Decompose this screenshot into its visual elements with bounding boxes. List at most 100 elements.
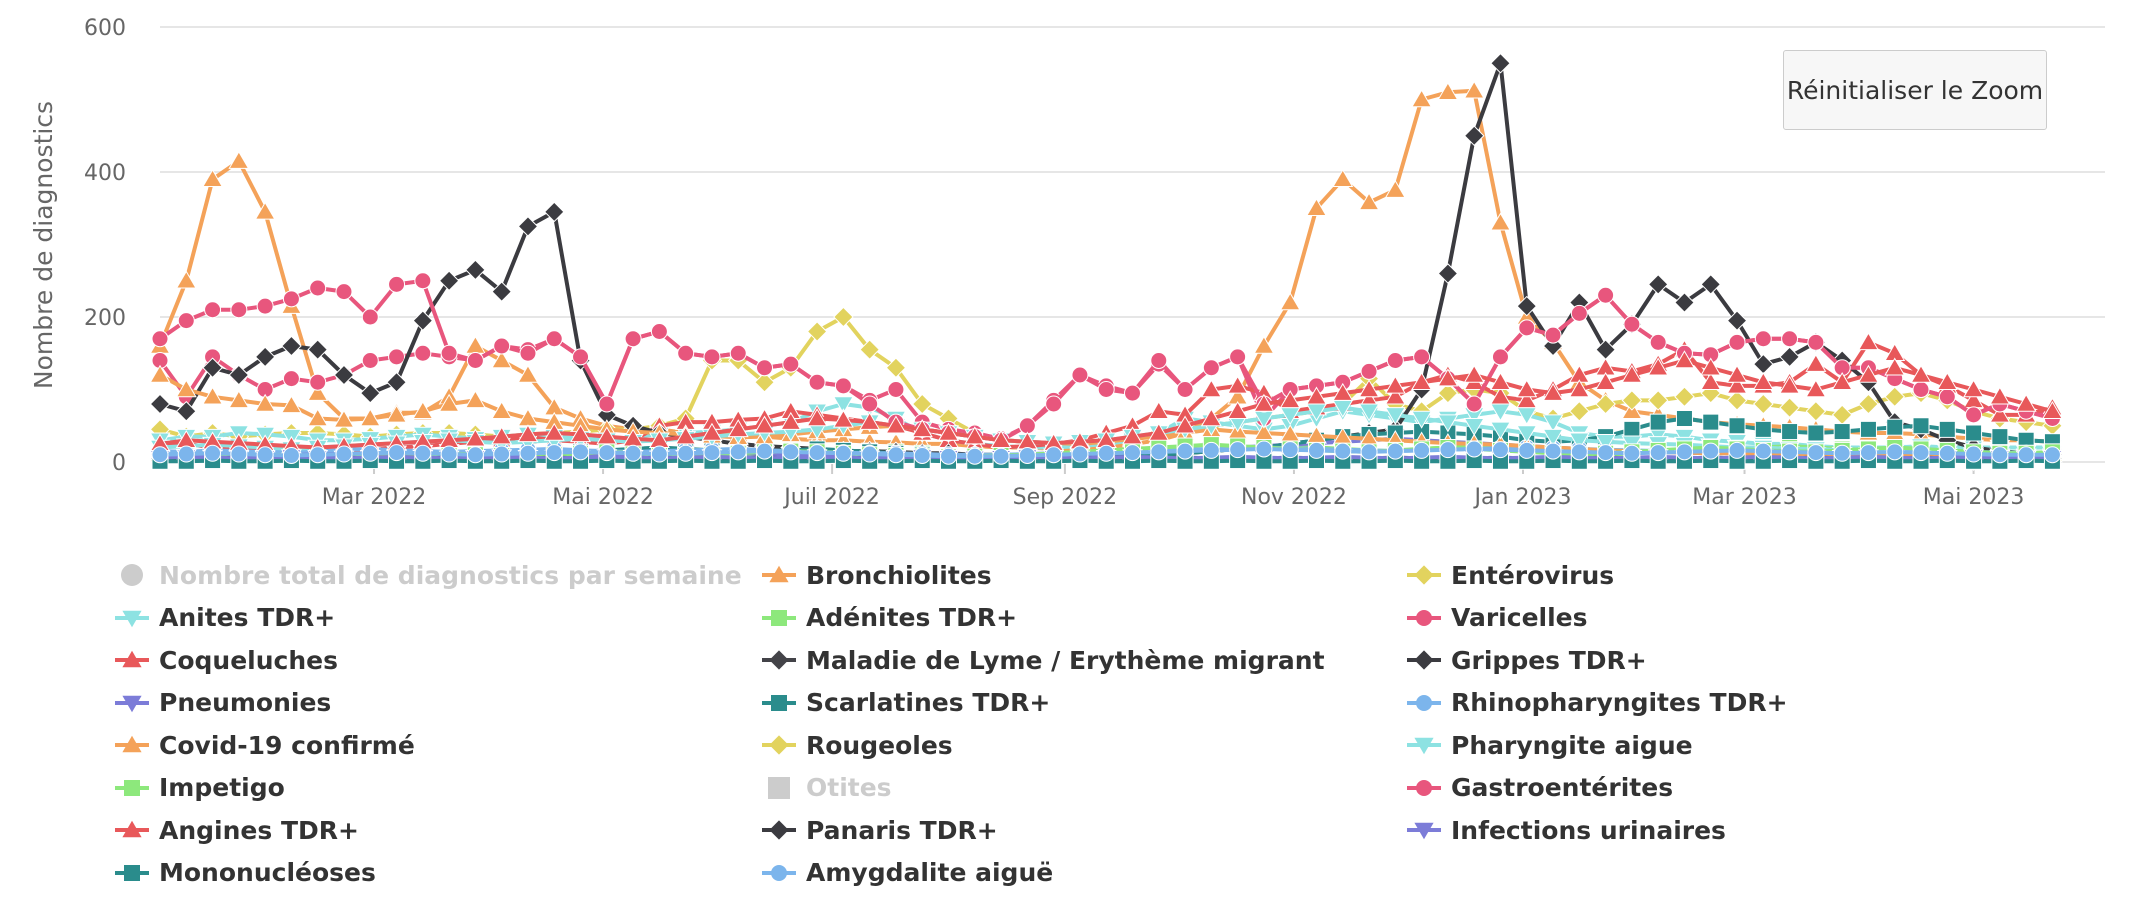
data-point[interactable] <box>1516 425 1538 444</box>
data-point[interactable] <box>1229 348 1247 366</box>
data-point[interactable] <box>834 377 852 395</box>
data-point[interactable] <box>175 379 197 398</box>
data-point[interactable] <box>1463 125 1485 147</box>
data-point[interactable] <box>1384 407 1406 426</box>
data-point[interactable] <box>756 359 774 377</box>
data-point[interactable] <box>1886 443 1904 461</box>
data-point[interactable] <box>228 150 250 169</box>
data-point[interactable] <box>1753 353 1774 375</box>
data-point[interactable] <box>1411 372 1433 390</box>
data-point[interactable] <box>282 370 300 388</box>
data-point[interactable] <box>228 390 250 409</box>
data-point[interactable] <box>1728 441 1746 459</box>
data-point[interactable] <box>1674 292 1695 313</box>
data-point[interactable] <box>282 446 300 464</box>
data-point[interactable] <box>464 428 486 447</box>
data-point[interactable] <box>1463 364 1485 383</box>
data-point[interactable] <box>177 312 195 330</box>
data-point[interactable] <box>1568 379 1590 398</box>
data-point[interactable] <box>2043 446 2061 464</box>
data-point[interactable] <box>938 422 959 441</box>
data-point[interactable] <box>1779 375 1801 394</box>
data-point[interactable] <box>1833 423 1851 441</box>
legend-item[interactable]: Panaris TDR+ <box>760 810 998 850</box>
data-point[interactable] <box>545 444 563 462</box>
data-point[interactable] <box>1439 441 1457 459</box>
data-point[interactable] <box>1411 89 1433 108</box>
data-point[interactable] <box>1360 443 1378 461</box>
data-point[interactable] <box>1807 444 1825 462</box>
data-point[interactable] <box>1463 418 1485 436</box>
data-point[interactable] <box>1621 390 1643 411</box>
data-point[interactable] <box>1673 350 1695 369</box>
data-point[interactable] <box>1200 408 1222 427</box>
data-point[interactable] <box>361 308 379 326</box>
data-point[interactable] <box>256 446 274 464</box>
data-point[interactable] <box>808 373 826 391</box>
data-point[interactable] <box>543 422 565 441</box>
data-point[interactable] <box>1174 415 1196 434</box>
data-point[interactable] <box>309 279 327 297</box>
data-point[interactable] <box>911 393 933 415</box>
data-point[interactable] <box>149 364 171 383</box>
data-point[interactable] <box>1989 386 2011 405</box>
data-point[interactable] <box>1779 397 1800 418</box>
data-point[interactable] <box>1516 379 1538 398</box>
data-point[interactable] <box>1332 382 1354 401</box>
data-point[interactable] <box>1122 426 1143 445</box>
legend-item[interactable]: Mononucléoses <box>113 853 376 893</box>
legend-item[interactable]: Rhinopharyngites TDR+ <box>1405 683 1788 723</box>
data-point[interactable] <box>701 422 723 441</box>
data-point[interactable] <box>1965 424 1983 442</box>
data-point[interactable] <box>1597 286 1615 304</box>
data-point[interactable] <box>333 409 355 428</box>
data-point[interactable] <box>1227 375 1249 394</box>
legend-item[interactable]: Impetigo <box>113 768 285 808</box>
legend-item[interactable]: Covid-19 confirmé <box>113 725 415 765</box>
data-point[interactable] <box>1700 372 1722 390</box>
data-point[interactable] <box>624 330 642 348</box>
data-point[interactable] <box>1227 401 1249 419</box>
legend-item[interactable]: Adénites TDR+ <box>760 598 1017 638</box>
data-point[interactable] <box>1623 420 1641 438</box>
data-point[interactable] <box>1516 295 1538 317</box>
data-point[interactable] <box>1255 440 1273 458</box>
data-point[interactable] <box>493 337 511 355</box>
data-point[interactable] <box>1886 418 1904 436</box>
legend-item[interactable]: Angines TDR+ <box>113 810 359 850</box>
data-point[interactable] <box>1148 401 1170 419</box>
data-point[interactable] <box>1124 444 1141 462</box>
legend-item[interactable]: Infections urinaires <box>1405 810 1726 850</box>
data-point[interactable] <box>1071 366 1089 384</box>
data-point[interactable] <box>545 330 563 348</box>
data-point[interactable] <box>966 447 984 465</box>
data-point[interactable] <box>228 364 250 386</box>
data-point[interactable] <box>1176 442 1194 460</box>
data-point[interactable] <box>1649 333 1667 351</box>
data-point[interactable] <box>596 426 618 445</box>
data-point[interactable] <box>1542 382 1564 401</box>
data-point[interactable] <box>729 443 747 461</box>
data-point[interactable] <box>1463 80 1485 99</box>
data-point[interactable] <box>650 323 668 340</box>
data-point[interactable] <box>1884 357 1906 376</box>
data-point[interactable] <box>1386 442 1404 460</box>
data-point[interactable] <box>1805 353 1827 372</box>
data-point[interactable] <box>808 444 826 462</box>
data-point[interactable] <box>202 357 223 379</box>
data-point[interactable] <box>1621 364 1643 383</box>
data-point[interactable] <box>1150 352 1168 369</box>
data-point[interactable] <box>1623 315 1641 333</box>
data-point[interactable] <box>1781 443 1799 461</box>
data-point[interactable] <box>2041 401 2063 419</box>
data-point[interactable] <box>780 411 802 430</box>
data-point[interactable] <box>1358 379 1380 398</box>
data-point[interactable] <box>677 344 695 362</box>
data-point[interactable] <box>1332 169 1354 187</box>
data-point[interactable] <box>440 344 458 362</box>
data-point[interactable] <box>1728 417 1746 435</box>
data-point[interactable] <box>754 371 775 393</box>
data-point[interactable] <box>1965 406 1983 424</box>
data-point[interactable] <box>386 404 408 423</box>
data-point[interactable] <box>465 259 486 281</box>
